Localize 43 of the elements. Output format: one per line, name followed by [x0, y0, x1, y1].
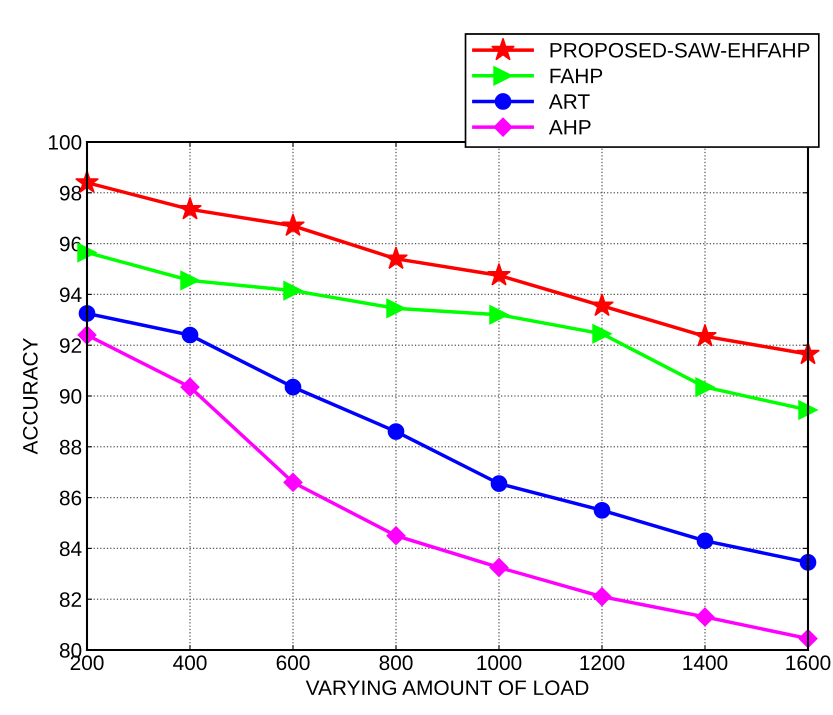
legend-label: FAHP — [550, 68, 602, 84]
point — [487, 262, 511, 286]
point — [695, 607, 715, 627]
y-tick-label: 98 — [60, 186, 82, 201]
legend-label: AHP — [548, 120, 591, 134]
point — [490, 475, 508, 492]
point — [695, 377, 715, 397]
y-tick-label: 88 — [60, 440, 82, 455]
y-tick-label: 86 — [60, 490, 82, 506]
point — [696, 532, 714, 550]
point — [592, 587, 612, 606]
y-tick-label: 92 — [60, 338, 82, 353]
point — [178, 196, 202, 220]
point — [281, 213, 305, 236]
point — [283, 280, 303, 300]
legend-label: PROPOSED-SAW-EHFAHP — [550, 42, 810, 58]
x-tick-label: 1400 — [683, 655, 728, 670]
point — [284, 378, 302, 396]
point — [283, 472, 303, 492]
point — [594, 502, 610, 519]
x-tick-label: 1600 — [786, 655, 830, 670]
y-tick-label: 100 — [48, 135, 82, 150]
point — [180, 378, 200, 397]
point — [592, 324, 612, 344]
point — [489, 558, 509, 577]
point — [386, 298, 406, 318]
legend-label: ART — [548, 94, 590, 109]
point — [386, 526, 406, 546]
x-tick-label: 1200 — [580, 655, 624, 670]
y-tick-label: 84 — [60, 541, 82, 556]
point — [388, 423, 404, 440]
y-tick-label: 94 — [60, 287, 82, 302]
x-tick-label: 600 — [276, 655, 310, 670]
point — [489, 304, 509, 324]
point — [180, 270, 200, 290]
x-tick-label: 400 — [173, 655, 207, 670]
y-axis-title: ACCURACY — [22, 338, 38, 454]
x-tick-label: 1000 — [477, 655, 522, 670]
y-tick-label: 90 — [60, 389, 82, 404]
x-axis-title: VARYING AMOUNT OF LOAD — [306, 680, 588, 696]
x-tick-label: 800 — [380, 655, 413, 670]
y-tick-label: 82 — [60, 592, 82, 607]
point — [182, 326, 198, 344]
